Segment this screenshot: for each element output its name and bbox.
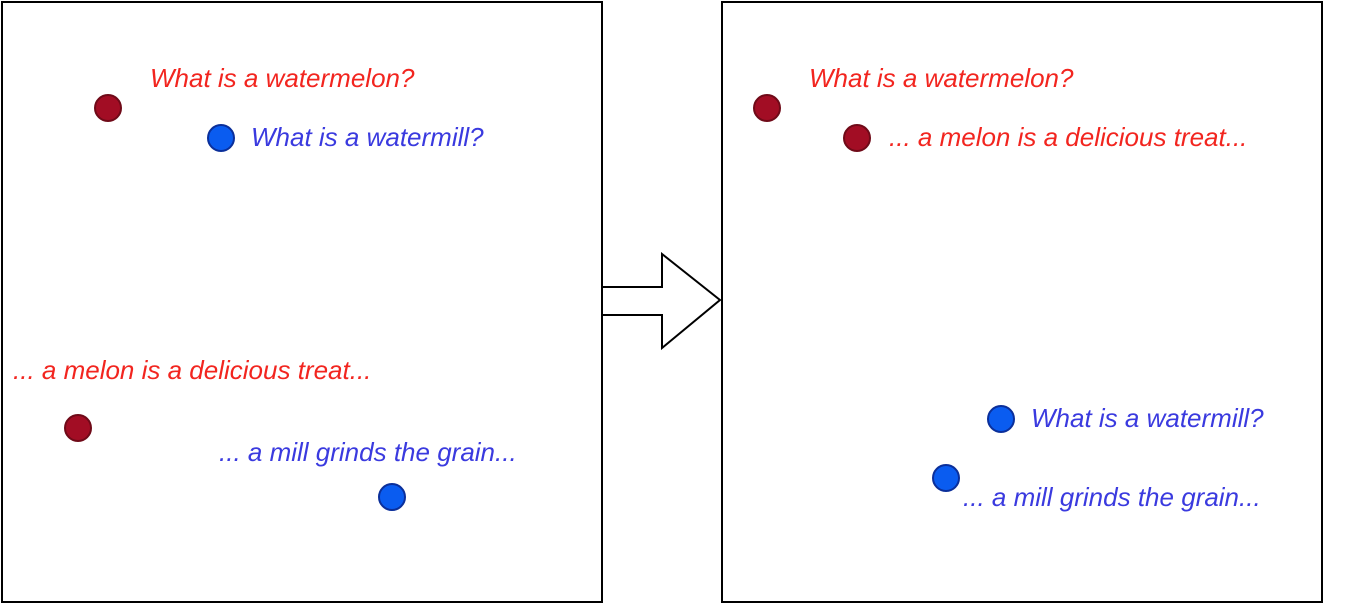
label-doc-mill: ... a mill grinds the grain... [219, 437, 517, 467]
label-query-watermill: What is a watermill? [251, 122, 484, 152]
label-doc-melon: ... a melon is a delicious treat... [13, 355, 372, 385]
label-query-watermill: What is a watermill? [1031, 403, 1264, 433]
point-doc-mill [932, 464, 960, 492]
right-arrow-icon [601, 252, 722, 351]
label-doc-mill: ... a mill grinds the grain... [963, 482, 1261, 512]
label-query-watermelon: What is a watermelon? [809, 63, 1074, 93]
label-query-watermelon: What is a watermelon? [150, 63, 415, 93]
label-doc-melon: ... a melon is a delicious treat... [889, 122, 1248, 152]
panel-after: What is a watermelon? ... a melon is a d… [721, 1, 1323, 603]
point-query-watermill [987, 405, 1015, 433]
point-query-watermelon [94, 94, 122, 122]
point-doc-mill [378, 483, 406, 511]
point-query-watermill [207, 124, 235, 152]
point-doc-melon [64, 414, 92, 442]
panel-before: What is a watermelon? What is a watermil… [1, 1, 603, 603]
point-doc-melon [843, 124, 871, 152]
point-query-watermelon [753, 94, 781, 122]
